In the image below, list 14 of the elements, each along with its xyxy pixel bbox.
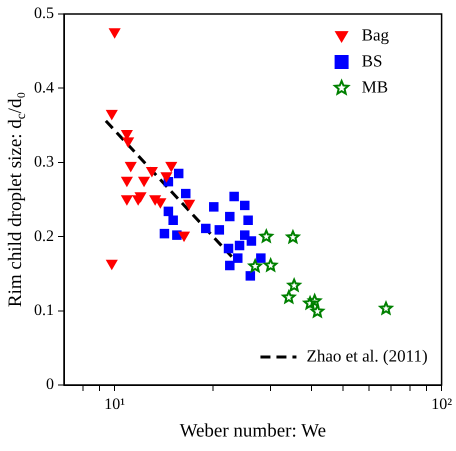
y-tick-label: 0.3: [34, 154, 54, 171]
y-tick-label: 0.5: [34, 5, 54, 22]
y-tick-label: 0.4: [34, 79, 54, 96]
y-tick-label: 0: [46, 376, 54, 394]
x-tick-label: 10¹: [104, 396, 126, 413]
legend-label: BS: [362, 51, 382, 70]
legend-label: Zhao et al. (2011): [306, 346, 428, 366]
y-tick-label: 0.1: [34, 302, 54, 320]
x-tick-label: 10²: [431, 396, 452, 413]
legend-label: Bag: [362, 25, 390, 44]
x-axis-title: Weber number: We: [180, 420, 326, 442]
y-axis-title: Rim child droplet size: dc/d₀: [4, 92, 28, 308]
y-tick-label: 0.2: [34, 228, 54, 245]
legend-label: MB: [362, 77, 388, 96]
